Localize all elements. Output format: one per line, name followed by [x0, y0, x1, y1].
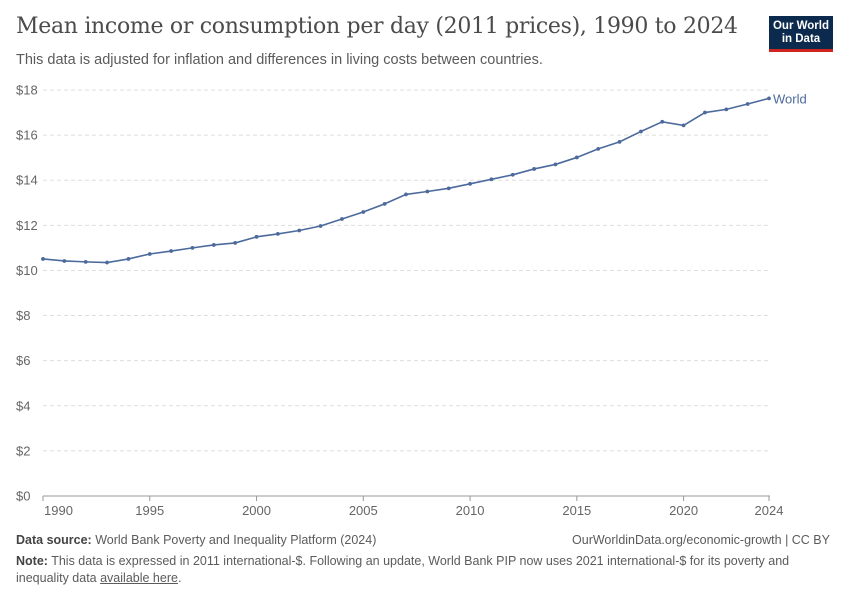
data-point [254, 234, 259, 239]
data-point [62, 259, 67, 263]
chart-title: Mean income or consumption per day (2011… [16, 14, 738, 39]
note-text: This data is expressed in 2011 internati… [16, 554, 790, 585]
y-tick-label: $14 [16, 173, 38, 188]
x-tick-label: 2020 [669, 503, 698, 518]
data-point [147, 252, 152, 256]
note: Note: This data is expressed in 2011 int… [16, 553, 831, 587]
note-label: Note: [16, 554, 48, 568]
available-here-link[interactable]: available here [100, 571, 178, 585]
data-point [532, 167, 537, 171]
data-point [638, 129, 643, 134]
data-point [361, 210, 366, 214]
y-tick-label: $0 [16, 489, 30, 504]
data-point [745, 102, 750, 106]
data-point [468, 181, 472, 186]
x-tick-label: 2005 [349, 503, 378, 518]
y-tick-label: $6 [16, 353, 30, 368]
data-point [596, 146, 601, 151]
x-tick-label: 1995 [135, 503, 164, 518]
data-point [233, 241, 238, 245]
data-point [681, 123, 686, 128]
data-point [211, 243, 216, 247]
data-point [724, 107, 729, 112]
data-point [489, 177, 494, 182]
owid-logo[interactable]: Our World in Data [769, 16, 833, 52]
data-point [617, 139, 622, 144]
data-point [382, 202, 387, 206]
y-tick-label: $18 [16, 83, 38, 98]
data-point [318, 224, 323, 228]
x-tick-label: 2024 [755, 503, 784, 518]
data-point [297, 228, 302, 233]
data-point [553, 162, 558, 167]
data-point [703, 110, 707, 115]
data-point [404, 192, 408, 197]
x-tick-label: 2010 [456, 503, 485, 518]
y-tick-label: $4 [16, 398, 30, 413]
note-end: . [177, 571, 182, 585]
data-point [767, 96, 771, 101]
data-point [126, 257, 131, 261]
data-point [190, 245, 195, 250]
y-tick-label: $12 [16, 218, 38, 233]
y-tick-label: $16 [16, 128, 38, 143]
data-point [510, 172, 515, 177]
series-label: World [773, 91, 807, 106]
source-url[interactable]: OurWorldinData.org/economic-growth | CC … [572, 533, 830, 547]
data-source: Data source: World Bank Poverty and Ineq… [16, 533, 376, 547]
data-point [446, 186, 451, 191]
data-point [275, 232, 280, 236]
data-point [340, 217, 344, 221]
data-point [574, 155, 579, 160]
data-point [425, 189, 430, 194]
x-tick-label: 2000 [242, 503, 271, 518]
chart-subtitle: This data is adjusted for inflation and … [16, 52, 543, 68]
y-tick-label: $8 [16, 308, 30, 323]
y-tick-label: $2 [16, 443, 30, 458]
data-point [83, 259, 88, 264]
data-point [169, 249, 174, 253]
data-point [660, 119, 665, 124]
y-tick-label: $10 [16, 263, 38, 278]
data-point [105, 260, 109, 265]
data-point [41, 257, 45, 261]
source-text: World Bank Poverty and Inequality Platfo… [95, 533, 377, 547]
source-label: Data source: [16, 533, 92, 547]
x-tick-label: 2015 [562, 503, 591, 518]
x-tick-label: 1990 [44, 503, 73, 518]
